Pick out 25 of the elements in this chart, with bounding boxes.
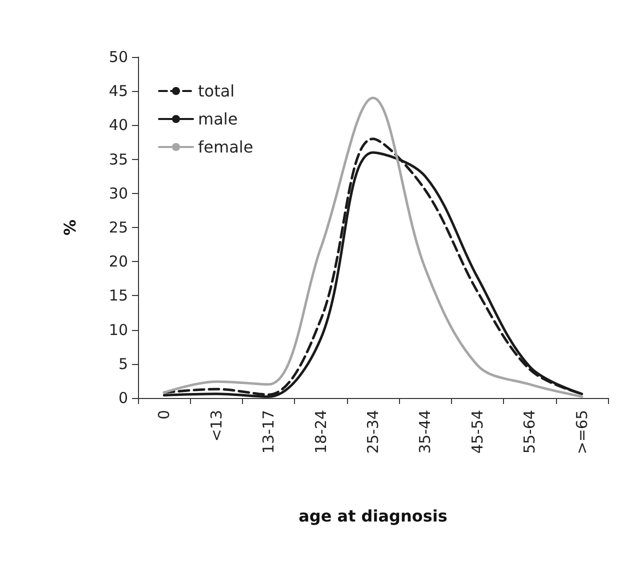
y-tick-label: 10 [108, 320, 128, 339]
x-tick-label: 0 [155, 410, 174, 420]
x-tick-label: 55-64 [520, 410, 539, 454]
y-tick-label: 0 [118, 389, 128, 407]
y-axis-title: % [60, 219, 80, 236]
y-tick-label: 45 [108, 82, 128, 100]
x-tick-label: 45-54 [468, 410, 486, 454]
x-tick-label: <13 [207, 410, 226, 442]
y-tick-label: 20 [108, 252, 128, 271]
legend-label: male [198, 110, 238, 128]
legend-label: total [198, 82, 235, 100]
y-tick-label: 35 [108, 150, 128, 168]
y-tick-label: 30 [108, 184, 128, 202]
x-tick-label: 35-44 [416, 410, 434, 454]
y-tick-label: 15 [108, 286, 128, 305]
x-tick-label: 13-17 [260, 410, 278, 454]
x-tick-label: 18-24 [312, 410, 330, 454]
x-axis-title: age at diagnosis [298, 506, 448, 526]
y-tick-label: 25 [108, 218, 128, 236]
y-tick-label: 50 [108, 48, 128, 66]
x-tick-label: >=65 [572, 410, 591, 454]
legend-label: female [198, 138, 254, 156]
y-tick-label: 40 [108, 116, 128, 134]
x-tick-label: 25-34 [364, 410, 382, 454]
y-tick-label: 5 [118, 354, 128, 373]
